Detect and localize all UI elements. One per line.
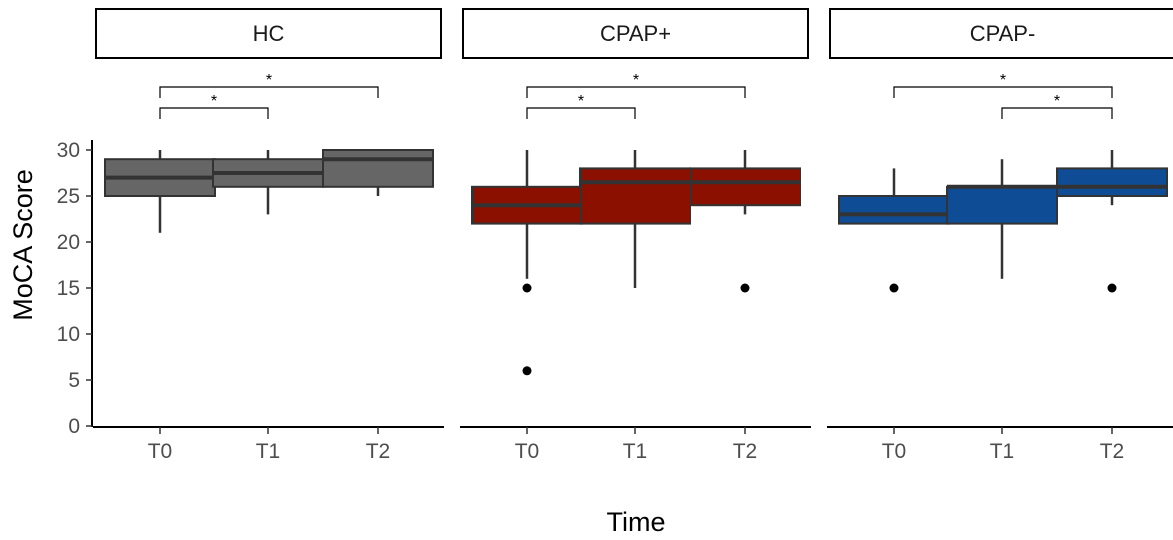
box-T2: [1056, 150, 1168, 293]
box-T0: [838, 168, 950, 293]
facet-strip-label: CPAP+: [600, 21, 671, 46]
significance-bracket: *: [1001, 93, 1113, 119]
box-T2: [689, 150, 801, 293]
y-axis-title: MoCA Score: [8, 169, 38, 321]
outlier-point: [522, 283, 532, 293]
outlier-point: [522, 366, 532, 376]
significance-bracket: *: [526, 72, 746, 98]
box-iqr: [322, 149, 434, 188]
significance-label: *: [211, 93, 217, 110]
x-tick-label: T0: [515, 440, 540, 463]
y-tick-label: 15: [57, 277, 80, 300]
box-iqr: [579, 167, 691, 225]
x-tick-label: T0: [148, 440, 173, 463]
y-tick-label: 25: [57, 185, 80, 208]
significance-bracket: *: [526, 93, 636, 119]
significance-label: *: [1000, 72, 1006, 89]
significance-label: *: [1054, 93, 1060, 110]
facet-strip-label: CPAP-: [970, 21, 1036, 46]
box-iqr: [689, 167, 801, 207]
x-tick-label: T1: [990, 440, 1015, 463]
bracket-line: [159, 86, 379, 98]
bracket-line: [526, 107, 636, 119]
y-tick-label: 20: [57, 231, 80, 254]
significance-bracket: *: [893, 72, 1113, 98]
x-tick-label: T1: [256, 440, 281, 463]
significance-bracket: *: [159, 93, 269, 119]
bracket-line: [1001, 107, 1113, 119]
facet-panel: CPAP- T0 T1 T2 * *: [827, 8, 1173, 463]
facet-strip: [95, 8, 442, 59]
significance-bracket: *: [159, 72, 379, 98]
box-T1: [579, 150, 691, 288]
box-T0: [104, 150, 216, 233]
y-tick-label: 0: [68, 415, 80, 438]
facets-layer: HC T0 T1 T2 * * CPAP+ T0 T1 T2 * * CPAP- T0 T1 T2 * *: [93, 8, 1173, 463]
outlier-point: [1107, 283, 1117, 293]
box-T1: [212, 150, 324, 215]
bracket-line: [526, 86, 746, 98]
facet-strip-label: HC: [253, 21, 285, 46]
significance-label: *: [266, 72, 272, 89]
significance-label: *: [578, 93, 584, 110]
box-T0: [471, 150, 583, 376]
x-tick-label: T1: [623, 440, 648, 463]
y-axis: 0 5 10 15 20 25 30: [57, 139, 93, 438]
outlier-point: [740, 283, 750, 293]
bracket-line: [159, 107, 269, 119]
box-iqr: [838, 195, 950, 225]
y-tick-label: 30: [57, 139, 80, 162]
x-tick-label: T2: [366, 440, 391, 463]
facet-panel: CPAP+ T0 T1 T2 * *: [460, 8, 811, 463]
x-axis-title: Time: [607, 507, 666, 537]
significance-label: *: [633, 72, 639, 89]
x-tick-label: T2: [1100, 440, 1125, 463]
facet-strip: [462, 8, 809, 59]
x-tick-label: T2: [733, 440, 758, 463]
box-T2: [322, 149, 434, 196]
facet-strip: [829, 8, 1173, 59]
outlier-point: [889, 283, 899, 293]
box-T1: [946, 159, 1058, 279]
bracket-line: [893, 86, 1113, 98]
x-tick-label: T0: [882, 440, 907, 463]
facet-panel: HC T0 T1 T2 * *: [93, 8, 444, 463]
y-tick-label: 10: [57, 323, 80, 346]
box-iqr: [1056, 167, 1168, 197]
y-tick-label: 5: [68, 369, 80, 392]
box-iqr: [946, 185, 1058, 225]
